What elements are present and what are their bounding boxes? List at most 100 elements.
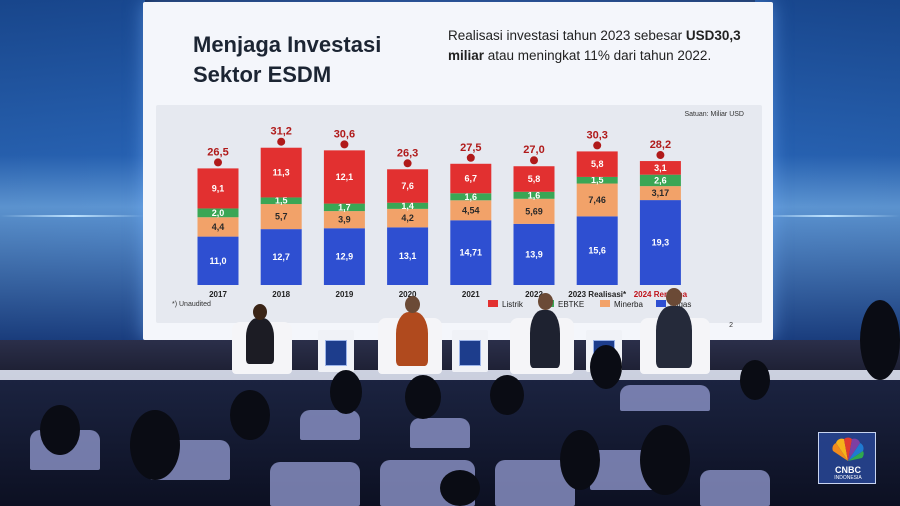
data-label: 12,1 xyxy=(336,172,354,182)
bar-segment-minerba xyxy=(639,186,681,201)
slide-title: Menjaga Investasi Sektor ESDM xyxy=(193,30,423,90)
footnote: *) Unaudited xyxy=(172,301,211,308)
data-label: 3,9 xyxy=(338,215,351,225)
total-marker xyxy=(403,159,412,168)
total-marker xyxy=(277,137,286,146)
bar-segment-migas xyxy=(260,229,302,285)
investment-bar-chart: 11,0 4,4 2,0 9,1 26,5 2017 12,7 5,7 1,5 11,3 31,2 2… xyxy=(197,126,691,309)
bar-segment-ebtke xyxy=(513,191,555,199)
data-label: 7,6 xyxy=(401,181,414,191)
audience-member xyxy=(40,405,80,455)
total-marker xyxy=(466,153,475,162)
panelist-head xyxy=(253,304,267,320)
data-label: 5,7 xyxy=(275,212,288,222)
audience-member xyxy=(740,360,770,400)
bar-segment-listrik xyxy=(260,147,302,198)
bar-segment-listrik xyxy=(513,166,555,192)
data-label: 1,6 xyxy=(528,190,541,200)
bar-segment-minerba xyxy=(260,204,302,230)
total-marker xyxy=(530,156,538,165)
bar-segment-minerba xyxy=(513,198,555,224)
bar-segment-migas xyxy=(323,228,365,285)
data-label: 1,5 xyxy=(275,196,288,206)
audience-member xyxy=(590,345,622,389)
audience-member xyxy=(405,375,441,419)
panelist xyxy=(396,312,428,366)
presentation-slide: Menjaga Investasi Sektor ESDM Realisasi … xyxy=(143,2,773,340)
broadcaster-logo: CNBC INDONESIA xyxy=(818,432,876,484)
x-tick-label: 2024 Rencana xyxy=(634,290,688,299)
total-marker xyxy=(593,141,602,150)
data-label: 1,6 xyxy=(465,192,478,202)
data-label: 15,6 xyxy=(588,246,606,256)
data-label: 1,5 xyxy=(591,175,604,185)
data-label: 4,54 xyxy=(462,205,480,215)
data-label: 3,17 xyxy=(652,188,670,198)
total-label: 31,2 xyxy=(270,126,291,138)
bar-segment-minerba xyxy=(323,211,365,229)
data-label: 5,69 xyxy=(525,206,543,216)
x-tick-label: 2017 xyxy=(209,290,227,299)
legend-swatch xyxy=(488,300,498,307)
note-pre: Realisasi investasi tahun 2023 sebesar xyxy=(448,28,686,43)
audience-member xyxy=(860,300,900,380)
total-label: 26,3 xyxy=(397,147,418,159)
bar-segment-listrik xyxy=(450,163,492,194)
total-label: 27,0 xyxy=(523,144,544,156)
total-label: 27,5 xyxy=(460,142,481,154)
data-label: 5,8 xyxy=(528,174,541,184)
data-label: 4,2 xyxy=(401,213,414,223)
slide-title-line2: Sektor ESDM xyxy=(193,62,332,87)
bar-segment-minerba xyxy=(197,217,239,237)
audience-member xyxy=(330,370,362,414)
note-bold: USD30,3 miliar xyxy=(448,28,741,63)
slide-title-line1: Menjaga Investasi xyxy=(193,32,382,57)
panelist-head xyxy=(666,288,682,306)
bar-segment-migas xyxy=(387,227,429,285)
unit-label: Satuan: Miliar USD xyxy=(684,111,744,118)
audience-member xyxy=(130,410,180,480)
total-label: 26,5 xyxy=(207,146,228,158)
note-post: atau meningkat 11% dari tahun 2022. xyxy=(484,48,712,63)
data-label: 5,8 xyxy=(591,159,604,169)
side-screen-left xyxy=(0,0,145,345)
data-label: 14,71 xyxy=(460,248,483,258)
data-label: 13,1 xyxy=(399,251,417,261)
bar-segment-migas xyxy=(450,220,492,285)
panelist xyxy=(656,306,692,368)
bar-segment-migas xyxy=(639,200,681,285)
data-label: 12,9 xyxy=(336,252,354,262)
bar-segment-minerba xyxy=(387,208,429,228)
bar-segment-listrik xyxy=(639,161,681,175)
bar-segment-ebtke xyxy=(260,197,302,205)
bar-segment-listrik xyxy=(576,151,618,177)
panelist xyxy=(246,318,274,364)
bar-segment-ebtke xyxy=(576,176,618,184)
total-marker xyxy=(656,151,665,160)
data-label: 19,3 xyxy=(652,238,670,248)
slide-note: Realisasi investasi tahun 2023 sebesar U… xyxy=(448,26,748,66)
legend-label: Migas xyxy=(670,300,691,309)
audience-member xyxy=(230,390,270,440)
data-label: 1,4 xyxy=(401,201,414,211)
bar-segment-ebtke xyxy=(323,203,365,212)
bar-segment-ebtke xyxy=(197,208,239,218)
legend-swatch xyxy=(600,300,610,307)
data-label: 2,6 xyxy=(654,175,667,185)
logo-sub: INDONESIA xyxy=(834,475,862,481)
chart-panel: Satuan: Miliar USD *) Unaudited 11,0 4,4 2… xyxy=(156,105,762,323)
bar-segment-migas xyxy=(576,216,618,285)
bar-segment-ebtke xyxy=(450,193,492,201)
legend-swatch xyxy=(656,300,666,307)
x-tick-label: 2021 xyxy=(462,290,480,299)
data-label: 12,7 xyxy=(272,252,290,262)
glow-line-right xyxy=(755,215,900,217)
total-marker xyxy=(214,158,222,167)
data-label: 3,1 xyxy=(654,163,667,173)
seat xyxy=(620,385,710,411)
panelist-head xyxy=(405,296,420,313)
data-label: 2,0 xyxy=(212,208,225,218)
logo-name: CNBC xyxy=(835,465,861,475)
data-label: 11,3 xyxy=(273,168,290,178)
seat xyxy=(700,470,770,506)
